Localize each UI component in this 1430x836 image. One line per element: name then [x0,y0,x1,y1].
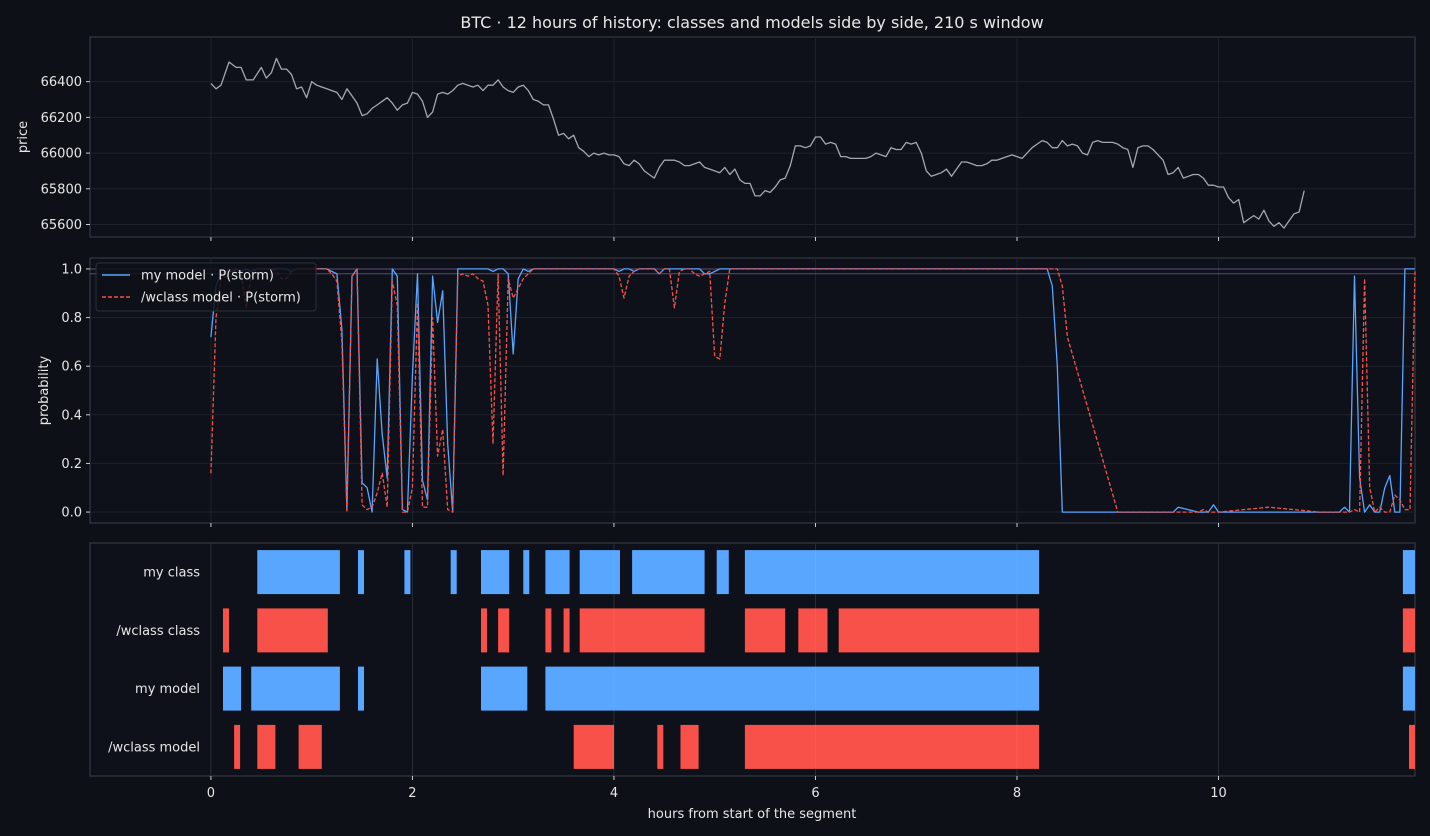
y-tick-label: 65600 [41,218,82,233]
y-axis-label: probability [37,356,52,426]
plot-area [89,36,1416,238]
legend-label: my model · P(storm) [141,269,274,284]
state-bar [573,724,614,769]
state-bar [481,666,528,711]
state-bar [251,666,340,711]
state-bar [1402,608,1415,653]
state-bar [579,608,705,653]
state-bar [744,724,1040,769]
state-bar [1402,666,1415,711]
x-tick-label: 6 [811,786,819,801]
y-tick-label: 0.0 [61,506,82,521]
state-bar [223,666,242,711]
state-bar [257,724,276,769]
row-label: my model [135,682,200,697]
y-tick-label: 1.0 [61,262,82,277]
x-tick-label: 4 [610,786,618,801]
series-line-1 [210,57,1305,229]
y-tick-label: 0.2 [61,457,82,472]
state-bar [481,550,510,595]
state-bar [579,550,620,595]
panel-1: 65600 65800 66000 66200 66400 price [16,36,1416,241]
state-bar [298,724,322,769]
row-label: my class [143,566,200,581]
x-tick-label: 8 [1013,786,1021,801]
state-bar [744,608,786,653]
y-tick-label: 0.6 [61,360,82,375]
panels: 6560065800660006620066400price0.00.20.40… [16,36,1416,801]
state-bar [481,608,487,653]
x-tick-label: 10 [1210,786,1227,801]
y-axis-label: price [16,121,31,153]
state-bar [657,724,664,769]
state-bar [680,724,699,769]
state-bar [545,608,552,653]
state-bar [838,608,1040,653]
y-tick-label: 0.8 [61,311,82,326]
state-bar [798,608,828,653]
legend-label: /wclass model · P(storm) [141,291,301,306]
legend: my model · P(storm) /wclass model · P(sto… [95,262,317,312]
state-bar [498,608,510,653]
x-tick-label: 2 [408,786,416,801]
state-bar [563,608,570,653]
row-label: /wclass class [116,624,200,639]
y-tick-label: 0.4 [61,408,82,423]
state-bar [358,550,364,595]
state-bar [450,550,457,595]
state-bar [223,608,229,653]
state-bar [358,666,364,711]
y-tick-label: 66400 [41,75,82,90]
panel-3: 0 2 4 6 8 10 my class/wclass class my model/wcl… [89,542,1416,801]
y-tick-label: 66200 [41,111,82,126]
state-bar [523,550,530,595]
y-tick-label: 66000 [41,147,82,162]
state-bar [632,550,705,595]
state-bar [545,666,1040,711]
state-bar [404,550,411,595]
state-bar [1402,550,1415,595]
state-bar [234,724,241,769]
legend-box [95,262,317,312]
state-bar [716,550,729,595]
row-label: /wclass model [108,740,200,755]
y-tick-label: 65800 [41,182,82,197]
panel-2: 0.0 0.2 0.4 0.6 0.8 1.0 probability my model · … [37,257,1416,527]
state-bar [1409,724,1415,769]
state-bar [744,550,1040,595]
state-bar [257,550,340,595]
x-axis-label: hours from start of the segment [648,807,857,822]
chart-title: BTC · 12 hours of history: classes and m… [460,13,1043,32]
series-line-2 [210,268,1416,513]
state-bar [545,550,570,595]
state-bar [257,608,328,653]
x-tick-label: 0 [207,786,215,801]
